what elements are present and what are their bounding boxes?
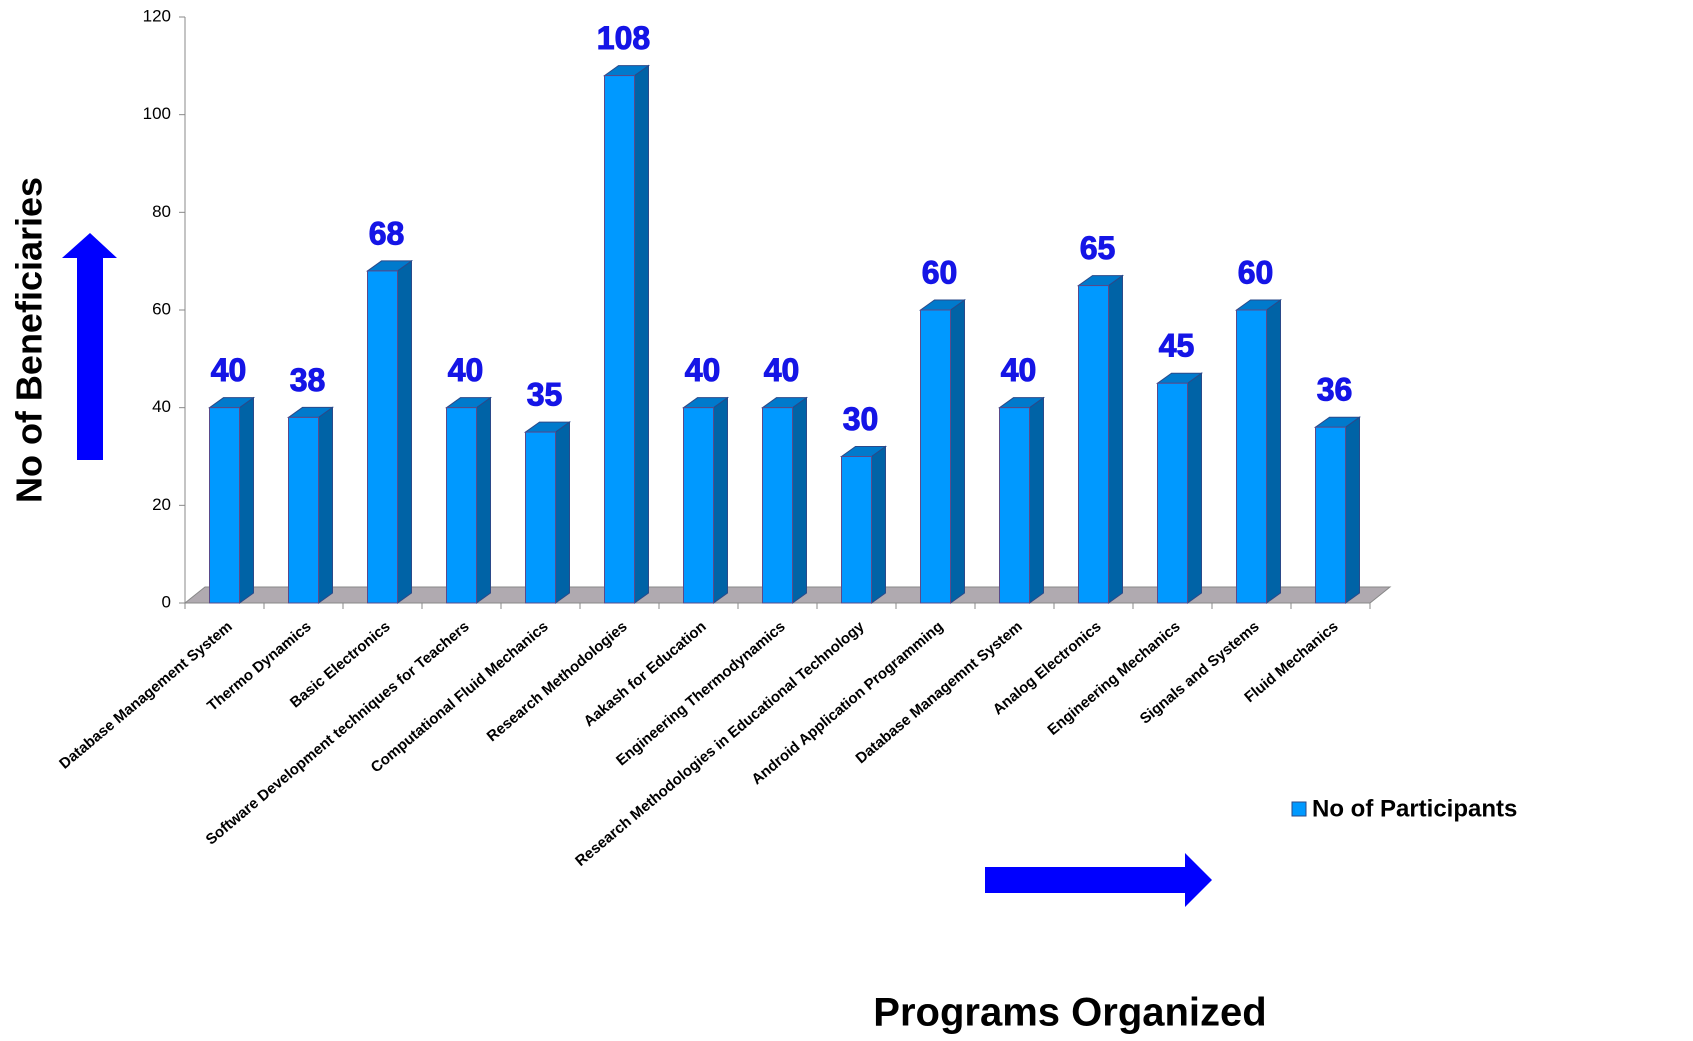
bar-side [1187, 372, 1202, 604]
data-label: 40 [448, 352, 484, 388]
bar-side [555, 421, 570, 604]
y-axis-title: No of Beneficiaries [9, 177, 50, 503]
bar-side [318, 406, 333, 604]
data-label: 45 [1159, 328, 1195, 364]
bar-side [950, 299, 965, 604]
bar-side [1345, 416, 1360, 604]
data-label: 35 [527, 377, 563, 413]
y-tick-label: 40 [152, 397, 171, 416]
bar-side [397, 259, 412, 604]
bar [683, 407, 714, 604]
y-tick-label: 100 [143, 104, 171, 123]
x-tick-label: Research Methodologies in Educational Te… [572, 618, 868, 870]
x-axis-title: Programs Organized [873, 991, 1266, 1035]
y-tick-label: 80 [152, 202, 171, 221]
bar [367, 270, 398, 604]
bar-side [634, 64, 649, 604]
right-arrow [985, 853, 1212, 907]
bar [604, 75, 635, 604]
bar-side [239, 396, 254, 604]
bar-side [792, 396, 807, 604]
y-tick-label: 60 [152, 299, 171, 318]
x-tick-label: Engineering Mechanics [1044, 618, 1183, 739]
data-label: 40 [764, 352, 800, 388]
x-tick-label: Database Managemnt System [852, 618, 1025, 767]
data-label: 68 [369, 215, 405, 251]
bar [999, 407, 1030, 604]
bar [1157, 382, 1188, 604]
data-label: 108 [597, 20, 650, 56]
x-tick-label: Software Development techniques for Teac… [203, 618, 473, 848]
plot-area: 0 20 40 60 80 100 120 40 Database Management Sys… [56, 6, 1517, 869]
legend-swatch [1291, 801, 1307, 817]
bar-side [1029, 396, 1044, 604]
data-label: 40 [685, 352, 721, 388]
up-arrow [62, 233, 117, 460]
bar [288, 416, 319, 604]
data-label: 30 [843, 401, 879, 437]
data-label: 40 [1001, 352, 1037, 388]
data-label: 36 [1317, 372, 1353, 408]
data-label: 60 [922, 254, 958, 290]
data-label: 40 [211, 352, 247, 388]
bar-side [1108, 274, 1123, 604]
bar-side [476, 396, 491, 604]
bar-side [1266, 299, 1281, 604]
y-tick-label: 20 [152, 495, 171, 514]
bar [762, 407, 793, 604]
data-label: 38 [290, 362, 326, 398]
bar [1315, 426, 1346, 604]
bar [920, 309, 951, 604]
y-tick-label: 120 [143, 6, 171, 25]
x-tick-label: Research Methodologies [484, 618, 631, 745]
x-tick-label: Database Management System [56, 618, 236, 772]
bar [525, 431, 556, 604]
bar [841, 456, 872, 604]
bar [446, 407, 477, 604]
bar-side [871, 445, 886, 604]
data-label: 65 [1080, 230, 1116, 266]
bar [1078, 285, 1109, 604]
bar-side [713, 396, 728, 604]
bar [1236, 309, 1267, 604]
x-tick-label: Engineering Thermodynamics [613, 618, 789, 769]
data-label: 60 [1238, 254, 1274, 290]
bar [209, 407, 240, 604]
y-tick-label: 0 [162, 592, 171, 611]
legend-label: No of Participants [1312, 795, 1517, 822]
